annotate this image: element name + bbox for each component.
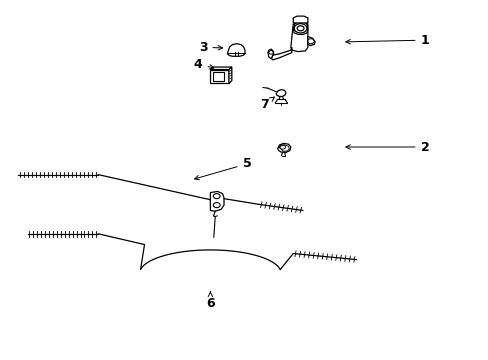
Polygon shape — [293, 22, 307, 35]
Polygon shape — [293, 16, 307, 23]
Text: 3: 3 — [198, 41, 222, 54]
Text: 6: 6 — [205, 292, 214, 310]
Text: 1: 1 — [345, 33, 428, 47]
Polygon shape — [210, 192, 224, 211]
Polygon shape — [290, 22, 307, 51]
Polygon shape — [307, 37, 315, 45]
Polygon shape — [210, 67, 231, 69]
Polygon shape — [227, 44, 244, 56]
Text: 7: 7 — [259, 97, 274, 111]
Text: 4: 4 — [193, 58, 213, 71]
Polygon shape — [271, 47, 291, 60]
Polygon shape — [276, 90, 285, 96]
Polygon shape — [210, 69, 228, 83]
Polygon shape — [228, 67, 231, 83]
Polygon shape — [267, 49, 273, 59]
Text: 2: 2 — [345, 140, 428, 153]
Polygon shape — [277, 143, 290, 152]
Polygon shape — [213, 72, 224, 81]
Text: 5: 5 — [194, 157, 251, 180]
